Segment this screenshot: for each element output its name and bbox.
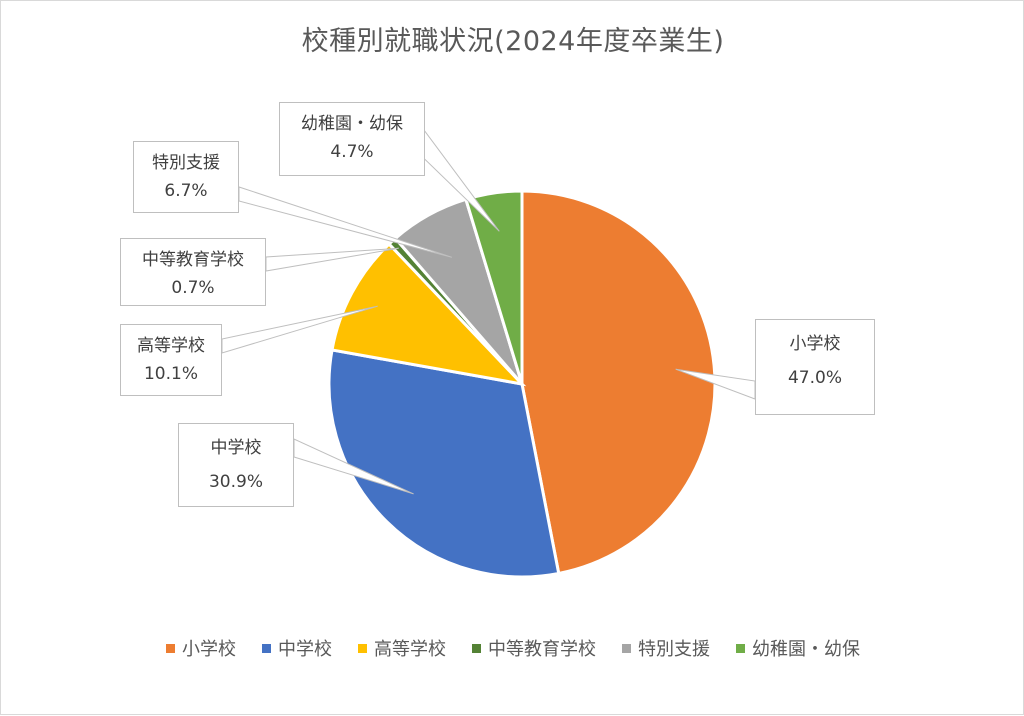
callout-category: 中学校 [210,438,262,458]
leader-line [221,305,378,354]
legend-label: 幼稚園・幼保 [752,639,860,660]
leader-line [265,247,399,272]
callout-label: 小学校 47.0% [755,319,875,415]
pie-slice [330,241,527,387]
callout-category: 中等教育学校 [142,250,244,270]
legend-item: 小学校 [166,635,236,661]
leader-lines [221,125,756,495]
legend-swatch [262,643,271,653]
pie-slice [327,348,561,579]
legend-swatch [358,643,367,653]
callout-category: 幼稚園・幼保 [301,114,403,134]
callout-value: 47.0% [787,368,842,388]
callout-value: 4.7% [330,142,374,162]
legend-item: 特別支援 [622,635,710,661]
chart-title: 校種別就職状況(2024年度卒業生) [301,26,725,57]
leader-line [293,438,414,495]
legend-label: 高等学校 [374,639,446,660]
legend-swatch [472,643,481,653]
callout-label: 中学校 30.9% [178,423,294,507]
legend-label: 中等教育学校 [488,639,596,660]
callout-label: 幼稚園・幼保 4.7% [279,102,425,176]
callout-value: 6.7% [164,181,208,201]
legend-label: 小学校 [182,639,236,660]
legend-swatch [622,643,631,653]
legend-item: 中等教育学校 [472,635,596,661]
callout-label: 特別支援 6.7% [133,141,239,213]
legend-label: 中学校 [278,639,332,660]
legend-item: 幼稚園・幼保 [736,635,860,661]
legend-item: 高等学校 [358,635,446,661]
leader-line [238,186,453,258]
legend-item: 中学校 [262,635,332,661]
legend-swatch [166,643,175,653]
callout-value: 10.1% [143,364,198,384]
callout-category: 特別支援 [152,153,220,173]
callout-label: 中等教育学校 0.7% [120,238,266,306]
callout-label: 高等学校 10.1% [120,324,222,396]
pie-slice [520,189,717,576]
callout-category: 高等学校 [137,336,205,356]
callout-value: 30.9% [208,472,263,492]
chart-legend: 小学校 中学校 高等学校 中等教育学校 特別支援 幼稚園・幼保 [1,635,1024,661]
legend-swatch [736,643,745,653]
callout-value: 0.7% [171,278,215,298]
callout-category: 小学校 [789,334,841,354]
legend-label: 特別支援 [638,639,710,660]
